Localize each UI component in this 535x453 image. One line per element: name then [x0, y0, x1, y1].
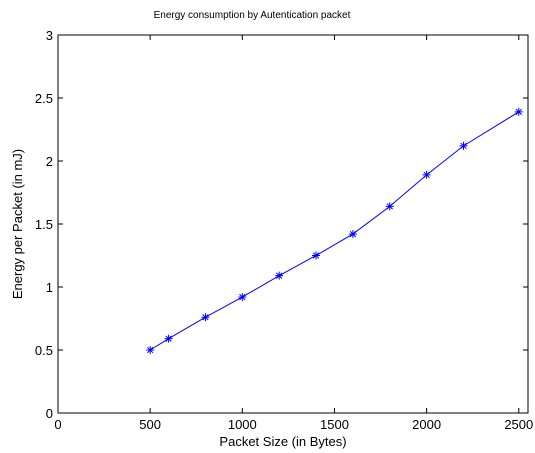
y-tick-label: 0.5 — [35, 343, 53, 358]
y-tick-label: 2 — [46, 154, 53, 169]
data-point — [312, 251, 321, 260]
x-tick-label: 2500 — [504, 417, 533, 432]
x-axis-label: Packet Size (in Bytes) — [219, 434, 346, 449]
axis-ticks — [57, 34, 528, 414]
data-point — [514, 107, 523, 116]
x-tick-label: 2000 — [412, 417, 441, 432]
plot-area — [57, 34, 529, 414]
y-tick-label: 2.5 — [35, 91, 53, 106]
y-tick-label: 1.5 — [35, 217, 53, 232]
x-tick-label: 0 — [54, 417, 61, 432]
data-point — [459, 141, 468, 150]
y-tick-label: 1 — [46, 280, 53, 295]
data-point — [201, 313, 210, 322]
tick-labels: 0 500 1000 1500 2000 2500 0 0.5 1 1.5 2 2.5 3 — [35, 28, 533, 432]
x-tick-label: 500 — [139, 417, 161, 432]
data-point — [275, 271, 284, 280]
chart-title: Energy consumption by Autentication pack… — [154, 10, 351, 21]
y-axis-label: Energy per Packet (in mJ) — [10, 149, 25, 299]
y-tick-label: 3 — [46, 28, 53, 43]
data-point — [348, 230, 357, 239]
y-tick-label: 0 — [46, 406, 53, 421]
data-point — [422, 170, 431, 179]
data-point — [385, 202, 394, 211]
series-group — [146, 107, 523, 354]
data-point — [164, 334, 173, 343]
x-tick-label: 1500 — [320, 417, 349, 432]
data-point — [238, 293, 247, 302]
data-point — [146, 346, 155, 354]
x-tick-label: 1000 — [228, 417, 257, 432]
